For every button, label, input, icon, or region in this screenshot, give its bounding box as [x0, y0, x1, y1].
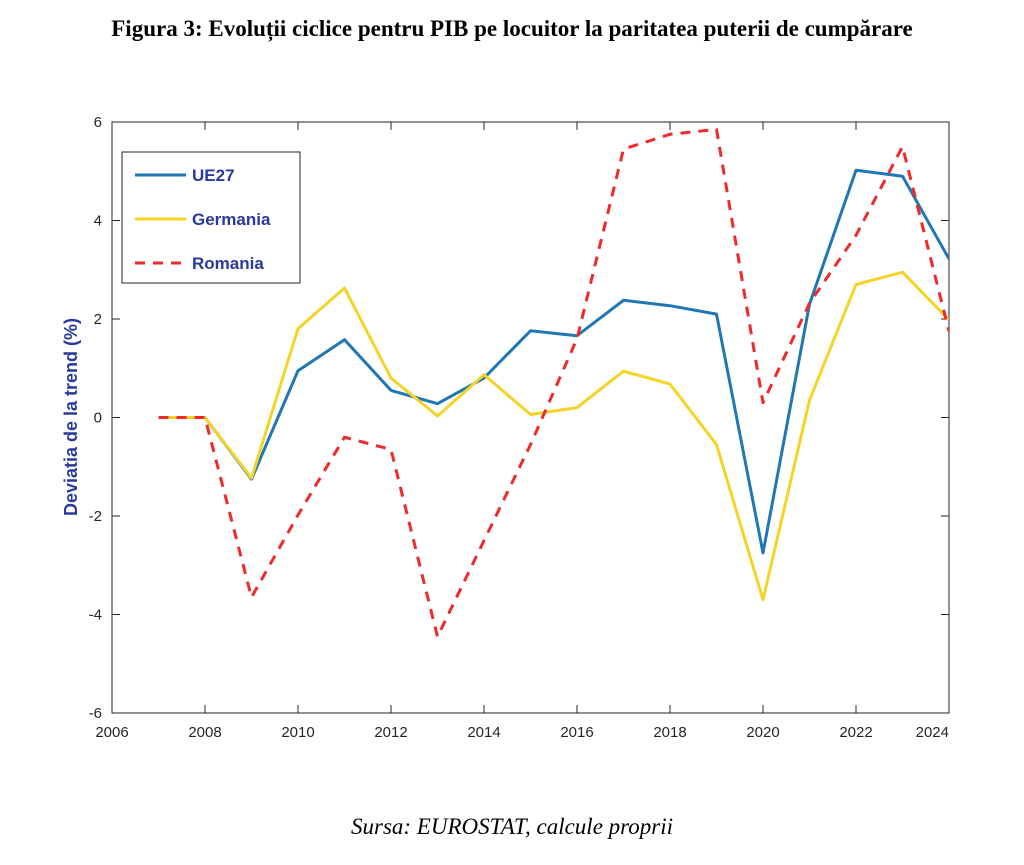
x-tick-label: 2024 — [916, 724, 949, 741]
y-tick-label: 6 — [94, 114, 102, 131]
y-tick-label: 2 — [94, 311, 102, 328]
x-tick-label: 2022 — [839, 724, 872, 741]
series-lines — [158, 127, 949, 639]
series-line-ue27 — [158, 168, 949, 555]
y-tick-label: -4 — [89, 607, 102, 624]
y-axis-label: Deviatia de la trend (%) — [61, 318, 81, 516]
x-tick-label: 2010 — [281, 724, 314, 741]
x-axis: 2006 2008 2010 2012 2014 2016 2018 2020 2022 2024 — [95, 122, 950, 741]
y-tick-label: -2 — [89, 508, 102, 525]
y-tick-label: 0 — [94, 410, 102, 427]
x-tick-label: 2006 — [95, 724, 128, 741]
x-tick-label: 2016 — [560, 724, 593, 741]
legend-label-romania: Romania — [192, 254, 264, 273]
x-tick-label: 2020 — [746, 724, 779, 741]
x-tick-label: 2014 — [467, 724, 500, 741]
legend-label-germania: Germania — [192, 210, 271, 229]
series-line-romania — [158, 127, 949, 639]
legend: UE27 Germania Romania — [121, 151, 301, 284]
y-axis: -6 -4 -2 0 2 4 6 — [89, 114, 949, 722]
y-tick-label: 4 — [94, 213, 102, 230]
source-note: Sursa: EUROSTAT, calcule proprii — [351, 814, 673, 839]
x-tick-label: 2012 — [374, 724, 407, 741]
series-line-germania — [158, 270, 949, 602]
figure-title: Figura 3: Evoluții ciclice pentru PIB pe… — [111, 16, 913, 41]
x-tick-label: 2008 — [188, 724, 221, 741]
x-tick-label: 2018 — [653, 724, 686, 741]
y-tick-label: -6 — [89, 705, 102, 722]
legend-label-ue27: UE27 — [192, 166, 235, 185]
